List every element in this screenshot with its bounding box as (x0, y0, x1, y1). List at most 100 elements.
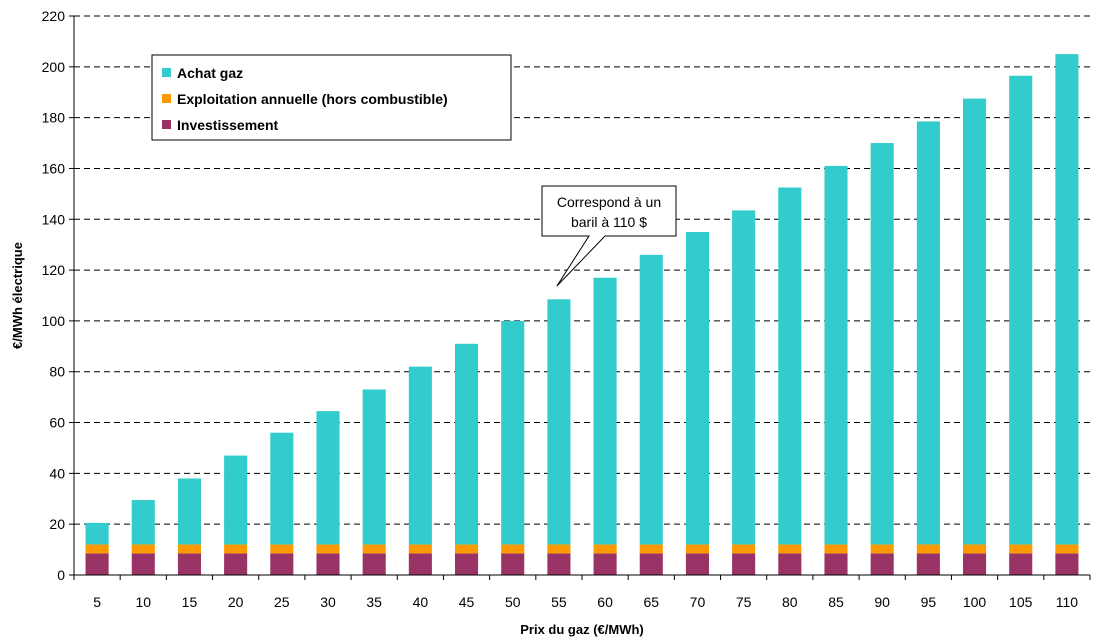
bar-segment (916, 544, 940, 554)
bar-segment (1009, 544, 1033, 554)
y-tick-label: 120 (42, 262, 66, 278)
bar-segment (177, 553, 201, 575)
bar-segment (593, 544, 617, 554)
bar-stack (1055, 54, 1079, 575)
bar-segment (408, 544, 432, 554)
bar-segment (593, 553, 617, 575)
bar-segment (362, 553, 386, 575)
bar-segment (501, 320, 525, 545)
bar-segment (455, 544, 479, 554)
bar-segment (685, 553, 709, 575)
legend-swatch (162, 68, 171, 77)
x-tick-label: 25 (274, 594, 290, 610)
bar-segment (455, 343, 479, 545)
callout-text-line-1: Correspond à un (557, 194, 661, 210)
bar-segment (131, 544, 155, 554)
bar-segment (639, 254, 663, 545)
bar-segment (224, 553, 248, 575)
y-tick-label: 180 (42, 110, 66, 126)
legend: Achat gaz Exploitation annuelle (hors com… (151, 54, 512, 141)
bar-segment (963, 553, 987, 575)
x-tick-label: 5 (93, 594, 101, 610)
x-tick-label: 90 (874, 594, 890, 610)
x-tick-label: 110 (1056, 594, 1079, 610)
bar-segment (685, 544, 709, 554)
bar-stack (1009, 75, 1033, 575)
bar-segment (316, 544, 340, 554)
x-tick-label: 80 (782, 594, 798, 610)
bar-segment (1055, 553, 1079, 575)
bar-segment (824, 553, 848, 575)
x-axis-title: Prix du gaz (€/MWh) (520, 622, 644, 637)
bar-segment (685, 231, 709, 545)
x-tick-label: 20 (228, 594, 244, 610)
bar-segment (177, 544, 201, 554)
bar-segment (85, 522, 109, 545)
callout-text-line-2: baril à 110 $ (571, 214, 647, 230)
axes (69, 15, 1091, 580)
x-tick-label: 30 (320, 594, 336, 610)
bars (85, 54, 1079, 575)
x-tick-label: 50 (505, 594, 521, 610)
bar-segment (778, 187, 802, 545)
legend-entries: Achat gaz Exploitation annuelle (hors com… (162, 65, 448, 133)
x-tick-label: 55 (551, 594, 567, 610)
y-tick-label: 20 (49, 516, 65, 532)
bar-segment (824, 165, 848, 545)
legend-label: Investissement (177, 117, 278, 133)
bar-segment (270, 544, 294, 554)
y-tick-labels: 0 20 40 60 80 100 120 140 160 180 200 220 (42, 8, 66, 583)
bar-segment (224, 544, 248, 554)
bar-stack (224, 455, 248, 575)
bar-segment (870, 143, 894, 545)
bar-stack (362, 389, 386, 575)
bar-segment (455, 553, 479, 575)
bar-segment (732, 553, 756, 575)
bar-segment (639, 553, 663, 575)
bar-stack (916, 121, 940, 575)
bar-segment (916, 553, 940, 575)
annotation-callout: Correspond à un baril à 110 $ (541, 185, 677, 287)
bar-segment (270, 553, 294, 575)
bar-stack (131, 500, 155, 575)
bar-segment (1055, 544, 1079, 554)
bar-segment (916, 121, 940, 545)
bar-stack (732, 210, 756, 575)
bar-segment (131, 553, 155, 575)
y-tick-label: 140 (42, 211, 66, 227)
bar-segment (547, 553, 571, 575)
bar-segment (501, 553, 525, 575)
x-tick-label: 15 (182, 594, 198, 610)
bar-segment (778, 553, 802, 575)
y-axis-title: €/MWh électrique (10, 242, 25, 349)
bar-segment (316, 411, 340, 545)
bar-stack (963, 98, 987, 575)
bar-segment (177, 478, 201, 545)
x-tick-label: 100 (963, 594, 987, 610)
x-tick-label: 10 (135, 594, 151, 610)
y-tick-label: 80 (49, 364, 65, 380)
legend-label: Achat gaz (177, 65, 243, 81)
y-tick-label: 220 (42, 8, 66, 24)
legend-box (151, 54, 512, 141)
bar-segment (224, 455, 248, 545)
bar-stack (547, 299, 571, 575)
bar-segment (963, 98, 987, 545)
bar-stack (778, 187, 802, 575)
bar-segment (732, 544, 756, 554)
x-tick-label: 40 (413, 594, 429, 610)
bar-segment (131, 500, 155, 545)
legend-label: Exploitation annuelle (hors combustible) (177, 91, 448, 107)
bar-stack (177, 478, 201, 575)
bar-segment (85, 553, 109, 575)
bar-stack (408, 366, 432, 575)
bar-segment (362, 389, 386, 545)
legend-swatch (162, 94, 171, 103)
y-tick-label: 0 (57, 567, 65, 583)
bar-segment (732, 210, 756, 545)
bar-segment (85, 544, 109, 554)
bar-segment (501, 544, 525, 554)
x-tick-label: 45 (459, 594, 475, 610)
x-tick-label: 105 (1009, 594, 1033, 610)
y-tick-label: 200 (42, 59, 66, 75)
